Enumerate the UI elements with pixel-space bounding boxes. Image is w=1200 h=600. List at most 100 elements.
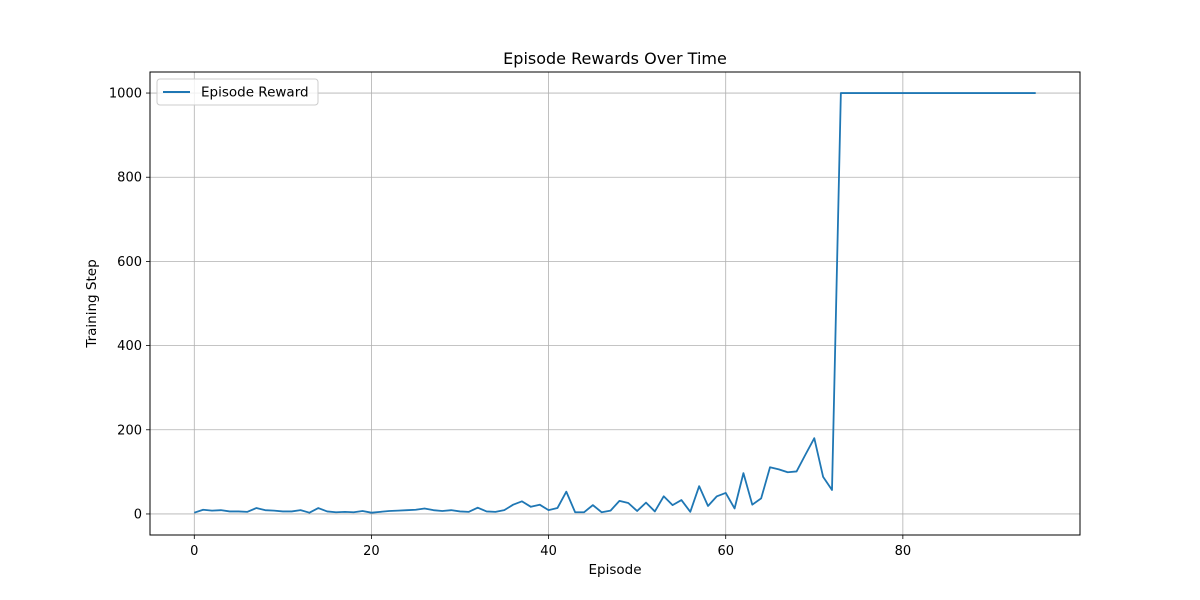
y-tick-label: 400 xyxy=(117,339,142,354)
data-point xyxy=(530,506,532,508)
data-point xyxy=(654,510,656,512)
data-point xyxy=(1035,92,1037,94)
data-point xyxy=(734,507,736,509)
data-point xyxy=(459,510,461,512)
data-point xyxy=(946,92,948,94)
data-point xyxy=(353,511,355,513)
data-point xyxy=(468,511,470,513)
y-tick-label: 200 xyxy=(117,423,142,438)
data-point xyxy=(672,504,674,506)
x-tick-label: 0 xyxy=(190,544,198,559)
chart-title: Episode Rewards Over Time xyxy=(503,49,727,68)
legend-box xyxy=(156,78,319,106)
data-point xyxy=(512,504,514,506)
data-point xyxy=(725,492,727,494)
data-point xyxy=(884,92,886,94)
data-point xyxy=(362,510,364,512)
data-point xyxy=(344,511,346,513)
data-point xyxy=(388,510,390,512)
data-point xyxy=(902,92,904,94)
data-point xyxy=(760,497,762,499)
data-point xyxy=(680,499,682,501)
data-point xyxy=(503,509,505,511)
data-point xyxy=(601,511,603,513)
data-point xyxy=(849,92,851,94)
data-point xyxy=(477,507,479,509)
data-point xyxy=(831,489,833,491)
data-point xyxy=(441,510,443,512)
legend: Episode Reward xyxy=(156,78,319,106)
data-point xyxy=(911,92,913,94)
data-point xyxy=(698,485,700,487)
x-tick-label: 80 xyxy=(895,544,912,559)
data-point xyxy=(663,495,665,497)
data-point xyxy=(556,507,558,509)
data-point xyxy=(370,512,372,514)
data-point xyxy=(291,510,293,512)
y-tick-label: 0 xyxy=(134,507,142,522)
data-point xyxy=(379,511,381,513)
data-point xyxy=(583,511,585,513)
data-point xyxy=(751,504,753,506)
data-point xyxy=(574,511,576,513)
data-point xyxy=(539,504,541,506)
data-point xyxy=(636,510,638,512)
data-point xyxy=(964,92,966,94)
data-point xyxy=(999,92,1001,94)
data-point xyxy=(486,510,488,512)
data-point xyxy=(193,512,195,514)
data-point xyxy=(300,509,302,511)
data-point xyxy=(645,502,647,504)
data-point xyxy=(1008,92,1010,94)
data-point xyxy=(1017,92,1019,94)
data-point xyxy=(592,504,594,506)
data-point xyxy=(494,511,496,513)
data-point xyxy=(202,509,204,511)
data-point xyxy=(937,92,939,94)
data-point xyxy=(707,505,709,507)
data-point xyxy=(973,92,975,94)
data-point xyxy=(450,509,452,511)
data-point xyxy=(618,500,620,502)
data-point xyxy=(866,92,868,94)
data-point xyxy=(982,92,984,94)
data-point xyxy=(424,507,426,509)
data-point xyxy=(282,510,284,512)
data-point xyxy=(1026,92,1028,94)
data-point xyxy=(229,510,231,512)
grid xyxy=(150,72,1080,535)
data-point xyxy=(220,509,222,511)
data-point xyxy=(406,509,408,511)
data-point xyxy=(796,470,798,472)
data-point xyxy=(875,92,877,94)
data-point xyxy=(813,437,815,439)
x-tick-label: 60 xyxy=(717,544,734,559)
y-tick-label: 1000 xyxy=(109,87,142,102)
plot-frame xyxy=(149,71,1081,536)
data-point xyxy=(920,92,922,94)
x-tick-label: 40 xyxy=(540,544,557,559)
data-point xyxy=(858,92,860,94)
data-point xyxy=(415,509,417,511)
data-point xyxy=(432,509,434,511)
data-point xyxy=(928,92,930,94)
data-point xyxy=(335,511,337,513)
series-line-episode-reward xyxy=(194,92,1036,514)
data-point xyxy=(548,509,550,511)
data-point xyxy=(990,92,992,94)
data-point xyxy=(246,511,248,513)
legend-label-episode-reward: Episode Reward xyxy=(201,85,309,101)
data-point xyxy=(610,510,612,512)
data-point xyxy=(317,507,319,509)
data-point xyxy=(255,507,257,509)
data-point xyxy=(521,500,523,502)
y-tick-label: 800 xyxy=(117,171,142,186)
data-point xyxy=(264,509,266,511)
data-point xyxy=(627,502,629,504)
x-tick-label: 20 xyxy=(363,544,380,559)
data-point xyxy=(893,92,895,94)
data-point xyxy=(397,510,399,512)
data-point xyxy=(778,468,780,470)
